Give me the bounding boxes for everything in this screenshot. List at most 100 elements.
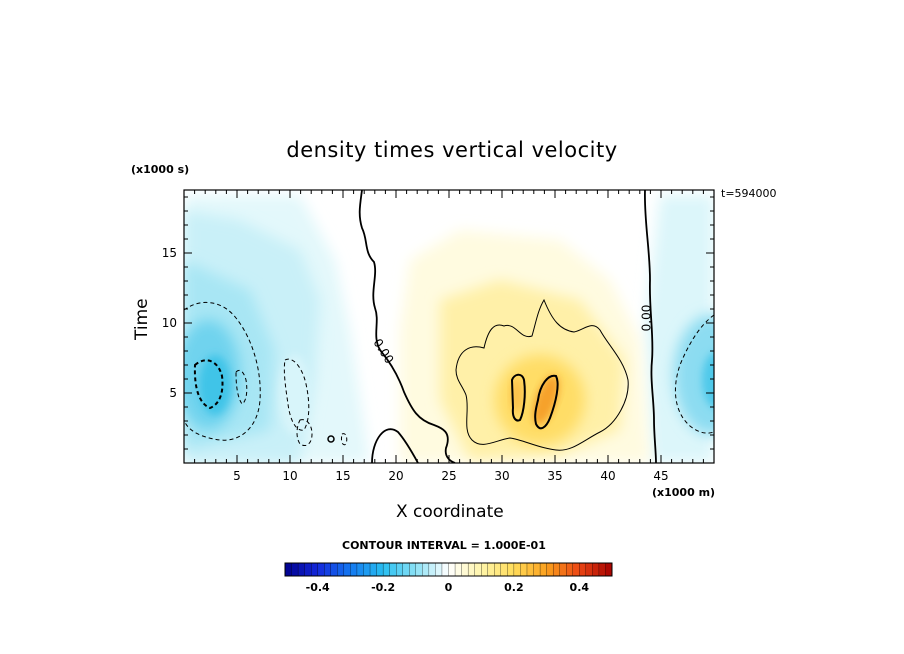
colorbar-cell: [330, 562, 338, 577]
colorbar-cell: [317, 562, 325, 577]
colorbar-cell: [500, 562, 508, 577]
colorbar-cell: [467, 562, 476, 577]
colorbar-cell: [533, 562, 541, 577]
colorbar-cell: [382, 562, 391, 577]
colorbar-cell: [487, 562, 495, 577]
negative-core-right-peak: [702, 352, 714, 408]
chart-title: density times vertical velocity: [286, 138, 618, 162]
negative-contour-06: [341, 433, 348, 446]
colorbar-cell: [369, 562, 378, 577]
x-axis-label: X coordinate: [396, 502, 504, 522]
x-tick-label: 45: [653, 469, 668, 483]
colorbar-cell: [526, 562, 534, 577]
colorbar-cell: [520, 562, 528, 577]
colorbar-cell: [435, 562, 443, 577]
colorbar-tick-label: -0.2: [371, 581, 395, 594]
colorbar-cell: [428, 562, 436, 577]
colorbar-cell: [402, 562, 410, 577]
colorbar-tick-label: 0: [445, 581, 453, 594]
x-tick-label: 20: [388, 469, 403, 483]
colorbar-cell: [572, 562, 580, 577]
positive-contour-02-a: [510, 373, 526, 422]
small-zero-contour: [327, 435, 335, 443]
negative-contour-04: [283, 358, 310, 431]
colorbar-cell: [448, 562, 456, 577]
negative-contour-05: [296, 419, 313, 447]
colorbar-cell: [291, 562, 299, 577]
colorbar-cell: [585, 562, 593, 577]
colorbar-cell: [376, 562, 384, 577]
colorbar-cell: [297, 562, 306, 577]
colorbar-cell: [389, 562, 397, 577]
contours: [184, 190, 714, 463]
y-ticks: 5 10 15: [162, 196, 714, 450]
colorbar-cell: [605, 562, 613, 577]
negative-contour-01: [184, 301, 261, 441]
colorbar-cell: [284, 562, 292, 577]
colorbar-cell: [422, 562, 430, 577]
x-tick-label: 10: [282, 469, 297, 483]
colorbar-cell: [409, 562, 417, 577]
colorbar-cell: [566, 562, 574, 577]
colorbar-tick-label: 0.2: [504, 581, 524, 594]
negative-contours: [184, 301, 714, 447]
colorbar-cell: [494, 562, 502, 577]
zero-contour-left: [358, 190, 456, 463]
x-tick-label: 25: [441, 469, 456, 483]
negative-blob-mid: [279, 355, 311, 435]
colorbar-cell: [539, 562, 548, 577]
colorbar-cell: [356, 562, 364, 577]
colorbar-cell: [343, 562, 351, 577]
colorbar-cell: [592, 562, 600, 577]
colorbar-tick-label: -0.4: [306, 581, 330, 594]
colorbar-cell: [461, 562, 469, 577]
colorbar-cell: [441, 562, 449, 577]
colorbar-cell: [579, 562, 587, 577]
colorbar-cell: [311, 562, 319, 577]
colorbar-cell: [507, 562, 515, 577]
heatmap-field: [184, 190, 714, 463]
colorbar-cell: [559, 562, 567, 577]
negative-core-left-peak: [199, 355, 231, 415]
x-unit-label: (x1000 m): [652, 486, 716, 499]
colorbar-cell: [546, 562, 554, 577]
colorbar-cell: [363, 562, 371, 577]
negative-contour-07: [674, 314, 714, 434]
contour-interval-label: CONTOUR INTERVAL = 1.000E-01: [342, 539, 546, 552]
colorbar: -0.4 -0.2 0 0.2 0.4: [284, 562, 613, 594]
y-tick-label: 15: [162, 246, 177, 260]
colorbar-cell: [304, 562, 312, 577]
y-unit-label: (x1000 s): [131, 163, 190, 176]
colorbar-cell: [396, 562, 404, 577]
x-tick-label: 35: [547, 469, 562, 483]
colorbar-tick-label: 0.4: [570, 581, 590, 594]
positive-contour-01: [455, 298, 629, 451]
colorbar-cell: [350, 562, 358, 577]
y-tick-label: 5: [169, 386, 177, 400]
colorbar-cell: [337, 562, 345, 577]
x-ticks: 5 10 15 20 25 30 35 40 45: [194, 190, 704, 483]
negative-core-right: [674, 315, 714, 435]
colorbar-cell: [552, 562, 561, 577]
zero-contour-right: [643, 190, 657, 463]
colorbar-cell: [324, 562, 332, 577]
y-tick-label: 10: [162, 316, 177, 330]
colorbar-frame: [284, 562, 613, 577]
positive-contour-02-b: [534, 374, 559, 430]
x-tick-label: 5: [233, 469, 241, 483]
colorbar-cell: [513, 562, 521, 577]
colorbar-cell: [481, 562, 489, 577]
negative-contour-03: [235, 369, 248, 405]
negative-contour-02: [193, 359, 224, 410]
x-tick-label: 40: [600, 469, 615, 483]
zero-contour-low: [371, 428, 419, 463]
contour-label-right: 0.00: [640, 305, 654, 332]
colorbar-cell: [415, 562, 423, 577]
x-tick-label: 30: [494, 469, 509, 483]
colorbar-cell: [474, 562, 482, 577]
colorbar-cell: [598, 562, 606, 577]
colorbar-cell: [454, 562, 463, 577]
positive-core-peak2: [511, 377, 523, 413]
positive-core-peak: [533, 375, 559, 425]
